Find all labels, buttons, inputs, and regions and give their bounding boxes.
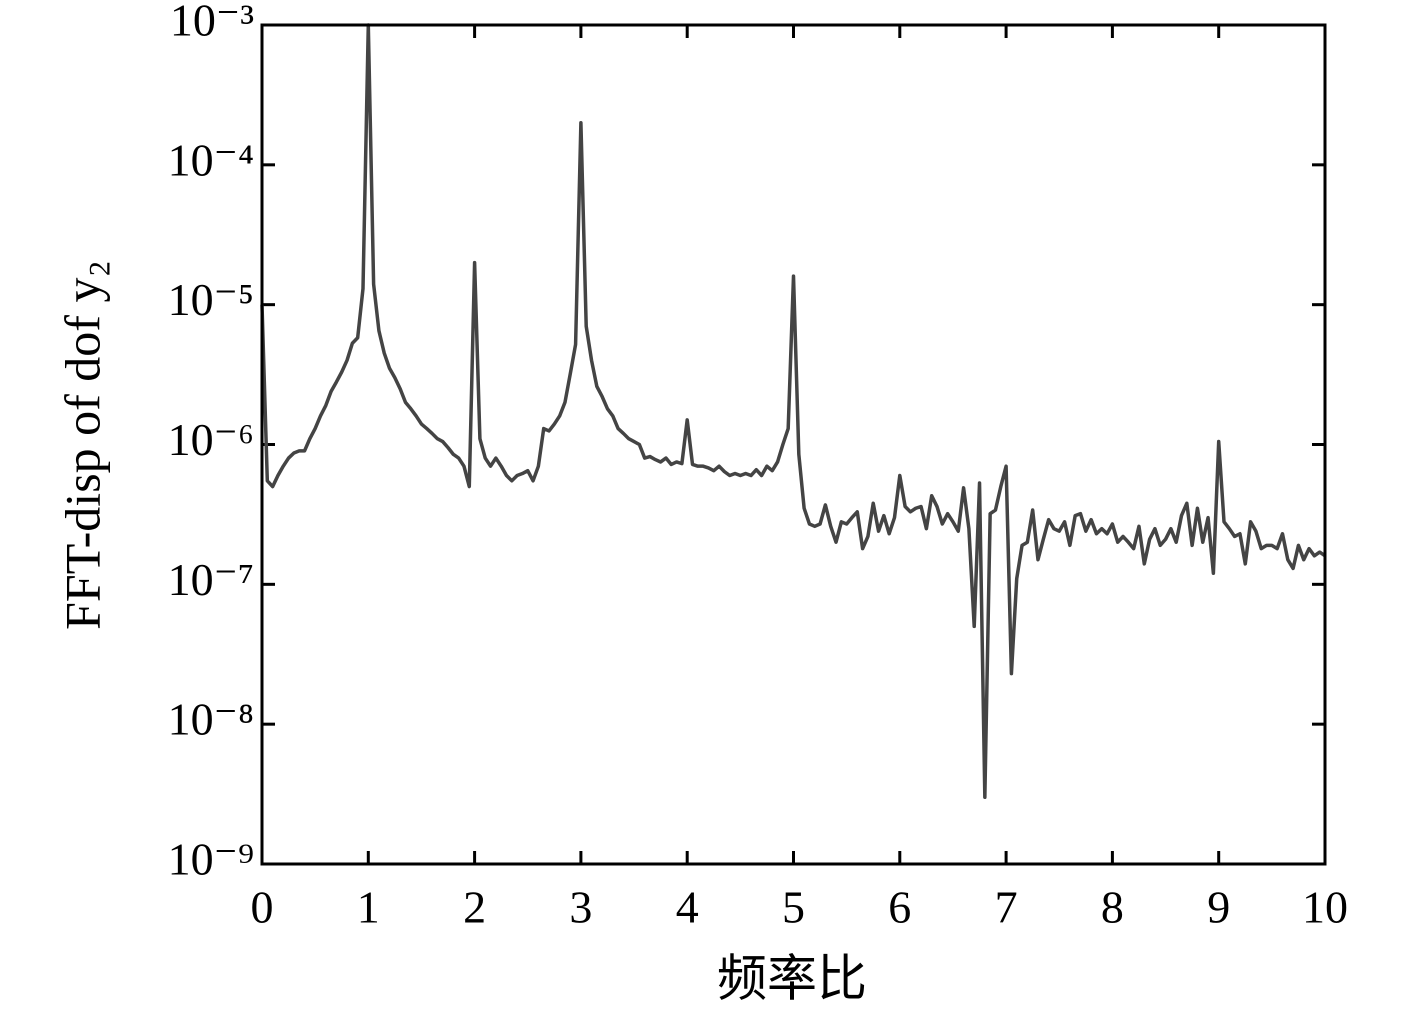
y-tick-label: 10⁻⁸ bbox=[168, 694, 254, 745]
x-tick-label: 6 bbox=[888, 882, 911, 933]
y-tick-label: 10⁻⁷ bbox=[168, 554, 254, 605]
y-axis-label: FFT-disp of dof y₂ bbox=[54, 260, 110, 630]
x-tick-label: 4 bbox=[676, 882, 699, 933]
x-tick-label: 1 bbox=[357, 882, 380, 933]
x-tick-label: 7 bbox=[995, 882, 1018, 933]
x-tick-label: 8 bbox=[1101, 882, 1124, 933]
x-axis-label: 频率比 bbox=[717, 950, 867, 1006]
x-tick-label: 5 bbox=[782, 882, 805, 933]
x-tick-label: 3 bbox=[569, 882, 592, 933]
y-tick-label: 10⁻⁶ bbox=[168, 414, 254, 465]
x-tick-label: 10 bbox=[1302, 882, 1348, 933]
x-tick-label: 0 bbox=[251, 882, 274, 933]
plot-frame bbox=[260, 23, 1327, 866]
y-tick-label: 10⁻⁹ bbox=[168, 834, 254, 885]
y-tick-label: 10⁻⁴ bbox=[168, 134, 254, 185]
data-line bbox=[260, 23, 1326, 800]
y-tick-label: 10⁻³ bbox=[170, 0, 254, 46]
x-tick-label: 2 bbox=[463, 882, 486, 933]
y-tick-label: 10⁻⁵ bbox=[168, 274, 254, 325]
x-tick-label: 9 bbox=[1207, 882, 1230, 933]
